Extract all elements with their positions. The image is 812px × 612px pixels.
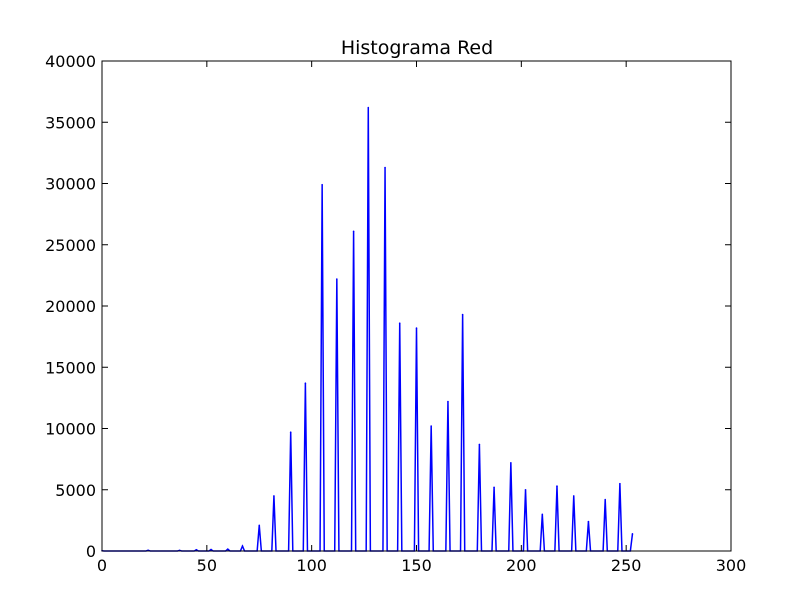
y-tick-label: 0 (86, 542, 96, 561)
y-tick-label: 5000 (55, 481, 96, 500)
data-point (367, 106, 370, 109)
data-point (195, 548, 198, 551)
data-point (398, 322, 401, 324)
x-axis-ticks: 0 50 100 150 200 250 300 (97, 61, 746, 575)
data-point (604, 498, 606, 501)
data-point (352, 230, 355, 233)
data-point (210, 548, 212, 551)
data-point (478, 443, 481, 446)
data-point (556, 485, 558, 487)
data-point (587, 520, 590, 523)
y-tick-label: 40000 (45, 52, 96, 71)
data-point (572, 495, 575, 497)
data-point (289, 431, 292, 433)
y-tick-label: 25000 (45, 236, 96, 255)
data-point (304, 382, 307, 384)
y-axis-ticks: 0 5000 10000 15000 20000 25000 30000 35000 40000 (45, 52, 731, 561)
x-tick-label: 0 (97, 556, 107, 575)
y-tick-label: 10000 (45, 420, 96, 439)
data-point (384, 166, 386, 169)
data-point (430, 425, 432, 427)
data-point (415, 327, 418, 329)
y-tick-label: 15000 (45, 358, 96, 377)
data-point (447, 400, 449, 403)
chart-title: Histograma Red (341, 37, 493, 59)
data-point (336, 278, 338, 280)
data-point (541, 513, 544, 516)
x-tick-label: 250 (611, 556, 642, 575)
data-point (631, 533, 634, 535)
x-tick-label: 200 (506, 556, 537, 575)
x-tick-label: 50 (197, 556, 217, 575)
data-point (619, 482, 621, 485)
y-tick-label: 35000 (45, 113, 96, 132)
data-point (461, 313, 464, 316)
data-point (321, 183, 323, 186)
data-point (493, 486, 495, 489)
data-point (524, 488, 527, 491)
y-tick-label: 30000 (45, 175, 96, 194)
y-tick-label: 20000 (45, 297, 96, 316)
data-point (258, 524, 261, 527)
x-tick-label: 300 (716, 556, 747, 575)
data-point (273, 495, 275, 497)
x-tick-label: 150 (401, 556, 432, 575)
data-point (510, 462, 512, 464)
data-point (241, 545, 244, 547)
data-point (227, 548, 229, 550)
x-tick-label: 100 (296, 556, 327, 575)
